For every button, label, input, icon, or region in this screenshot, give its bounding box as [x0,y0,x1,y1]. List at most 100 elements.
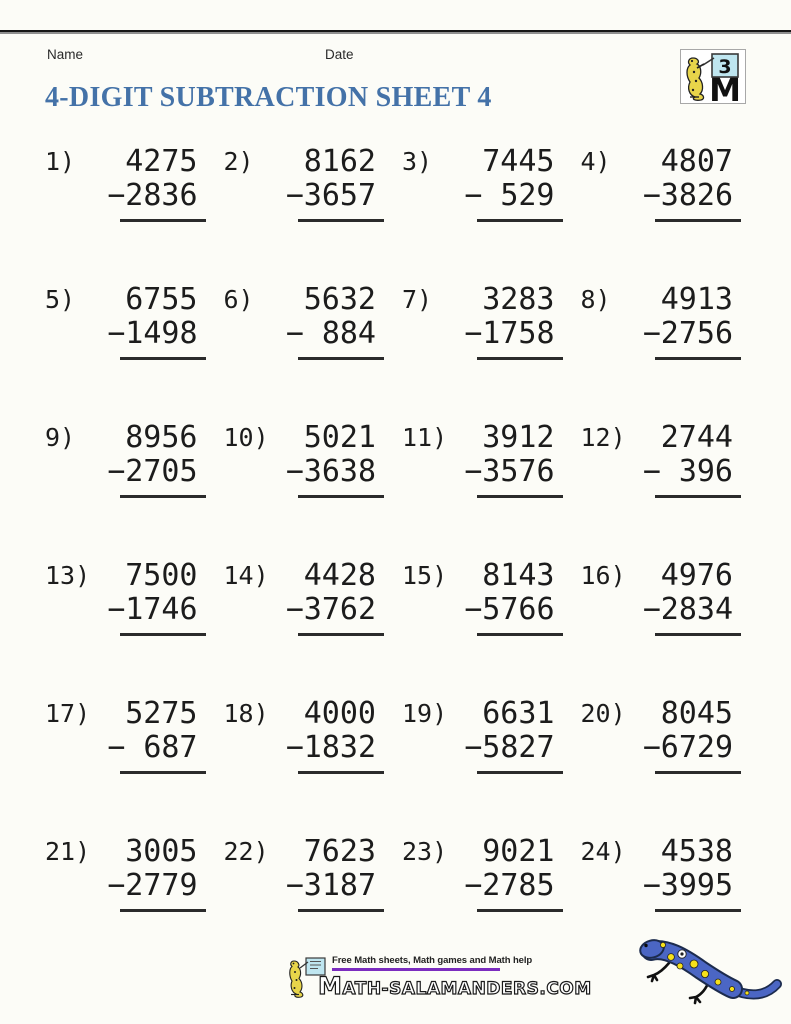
subtraction-problem: 6755 −1498 [107,282,206,360]
minus-sign: − [642,454,661,489]
problem-number: 16) [580,561,626,590]
logo-letter: M [709,71,741,103]
subtrahend: 884 [321,316,376,351]
subtraction-problem: 7623 −3187 [285,835,384,912]
subtraction-problem: 2744 −396 [642,420,741,498]
minuend: 4538 [660,834,733,869]
problem-number: 10) [223,423,269,452]
minuend: 4000 [303,696,376,731]
answer-line [119,771,206,774]
minuend: 3005 [125,834,198,869]
minuend: 7500 [125,558,198,593]
subtrahend: 2834 [660,592,734,627]
answer-line [655,909,741,912]
problem-number: 6) [223,285,254,314]
answer-line [298,633,384,636]
logo-salamander-easel-icon: 3 M [686,53,741,109]
minuend: 9021 [482,834,555,869]
answer-line [119,909,206,912]
problem-number: 7) [402,285,433,314]
minus-sign: − [464,592,483,627]
problem-11: 11) 3912 −3576 [402,420,563,498]
minuend: 8162 [303,144,376,179]
minuend: 3912 [482,420,555,455]
answer-line [298,357,384,360]
answer-line [476,495,563,498]
problem-number: 3) [402,147,433,176]
minus-sign: − [642,592,661,627]
minus-sign: − [464,316,483,351]
subtrahend: 1832 [303,730,377,765]
subtraction-problem: 3005 −2779 [107,834,206,912]
problem-number: 13) [45,561,91,590]
minus-sign: − [285,868,304,903]
problem-6: 6) 5632 −884 [223,283,384,360]
problem-number: 14) [223,561,269,590]
problem-number: 5) [45,285,76,314]
subtrahend: 396 [678,454,733,489]
minuend: 3283 [482,282,555,317]
subtraction-problem: 5275 −687 [107,697,206,774]
problem-number: 18) [223,699,269,728]
minus-sign: − [285,730,304,765]
answer-line [655,357,741,360]
problem-number: 12) [580,423,626,452]
problem-12: 12) 2744 −396 [580,420,741,498]
subtraction-problem: 8045 −6729 [643,696,741,774]
top-rule [0,30,791,32]
minus-sign: − [107,316,126,351]
minus-sign: − [107,730,126,765]
minus-sign: − [464,730,483,765]
problem-number: 15) [402,561,448,590]
minuend: 6755 [125,282,198,317]
subtraction-problem: 8162 −3657 [286,144,384,222]
problem-number: 22) [223,837,269,866]
answer-line [298,219,384,222]
subtrahend: 529 [500,178,555,213]
top-rule-shadow [0,32,791,34]
subtrahend: 3995 [660,868,734,903]
subtrahend: 2779 [125,868,198,903]
problem-9: 9) 8956 −2705 [45,421,206,498]
problem-13: 13) 7500 −1746 [45,558,206,636]
minuend: 7445 [482,144,555,179]
site-name: MATH-SALAMANDERS.COM [317,971,592,1000]
subtraction-problem: 5021 −3638 [286,421,384,498]
subtraction-problem: 8956 −2705 [107,421,206,498]
answer-line [298,909,384,912]
problem-3: 3) 7445 −529 [402,144,563,222]
problem-2: 2) 8162 −3657 [224,144,384,222]
subtraction-problem: 4807 −3826 [642,144,741,222]
subtraction-problem: 4275 −2836 [107,145,206,222]
subtrahend: 6729 [660,730,734,765]
subtraction-problem: 7500 −1746 [107,558,206,636]
problem-8: 8) 4913 −2756 [581,282,741,360]
subtrahend: 3576 [482,454,555,489]
minuend: 4913 [660,282,733,317]
subtrahend: 2785 [482,868,555,903]
problem-20: 20) 8045 −6729 [581,696,741,774]
answer-line [119,357,206,360]
footer-branding: Free Math sheets, Math games and Math he… [286,955,592,1005]
problem-1: 1) 4275 −2836 [45,145,206,222]
minuend: 8045 [660,696,733,731]
blue-salamander-image [639,939,782,1005]
footer-salamander-easel-icon [289,957,326,998]
subtraction-problem: 9021 −2785 [464,834,563,912]
minus-sign: − [107,868,126,903]
subtraction-problem: 8143 −5766 [464,559,563,636]
subtrahend: 5766 [482,592,555,627]
minuend: 4807 [660,144,733,179]
minuend: 2744 [660,420,733,455]
answer-line [655,633,741,636]
footer-tagline: Free Math sheets, Math games and Math he… [332,955,533,966]
subtrahend: 687 [143,730,198,765]
name-label: Name [47,47,84,62]
answer-line [476,357,563,360]
minus-sign: − [642,178,661,213]
minus-sign: − [464,868,483,903]
problem-number: 19) [402,699,448,728]
problem-number: 21) [45,837,91,866]
subtrahend: 3657 [303,178,377,213]
subtraction-problem: 6631 −5827 [464,697,563,774]
